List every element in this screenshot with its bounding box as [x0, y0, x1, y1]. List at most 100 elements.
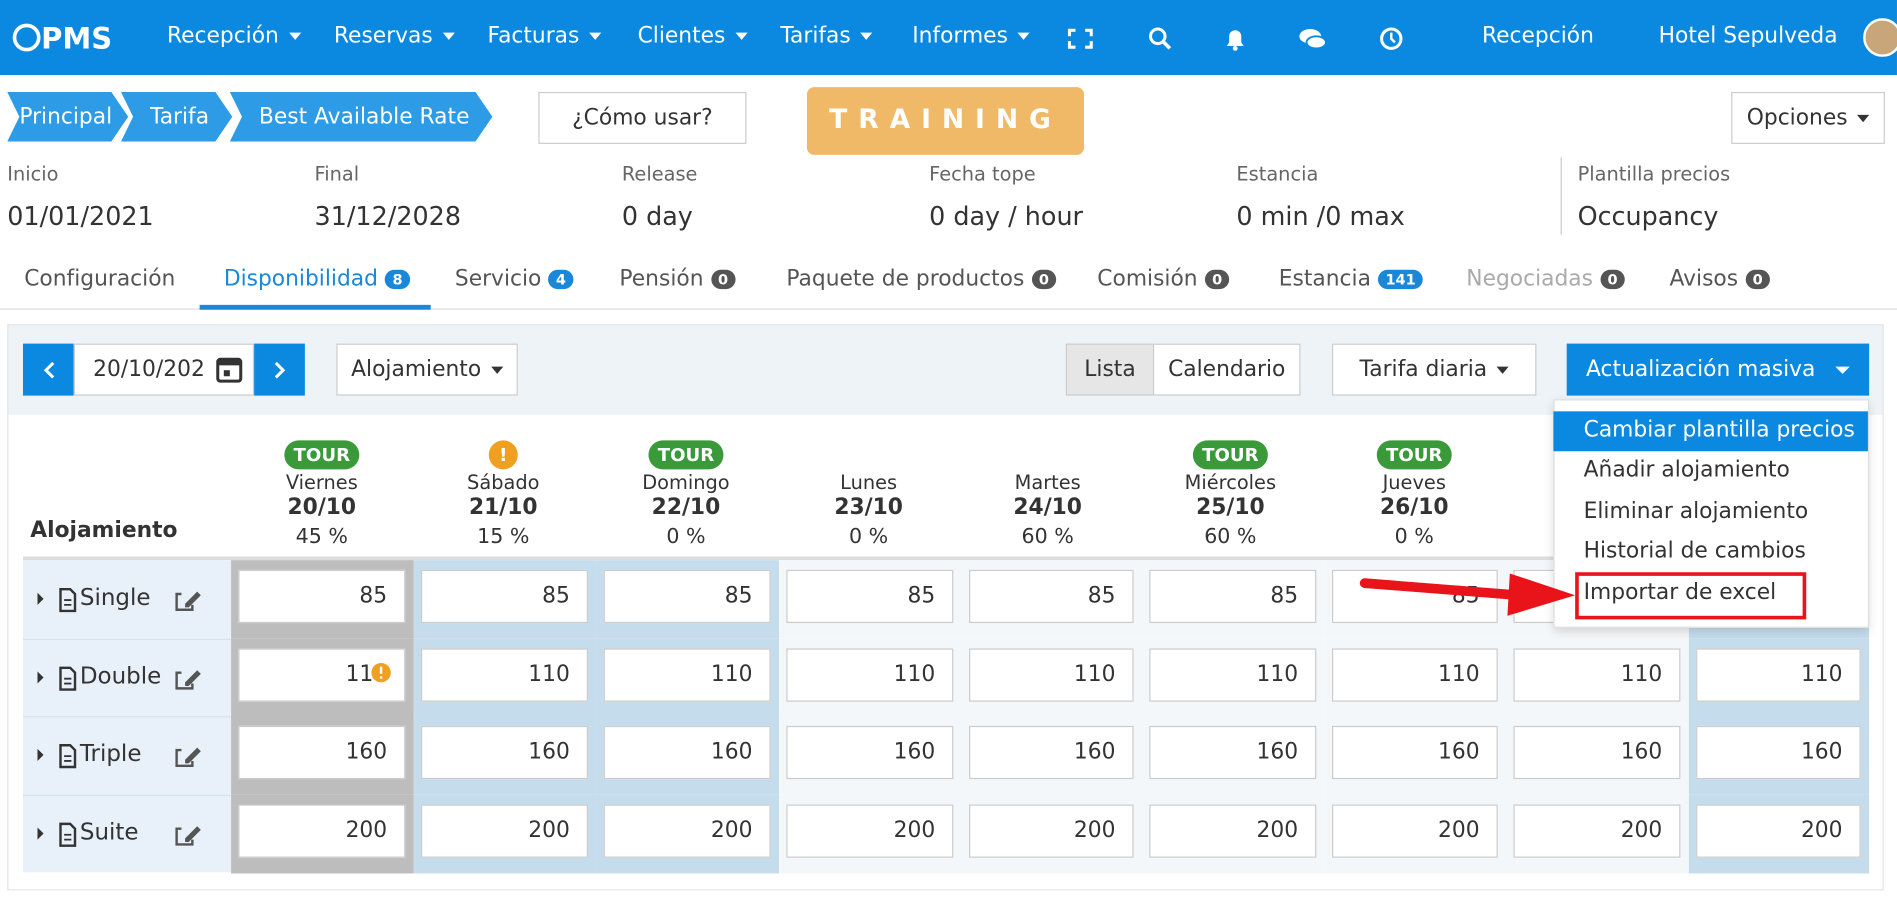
price-input[interactable]: 110	[1696, 648, 1861, 701]
help-text[interactable]: ¿Cómo usar?	[572, 105, 713, 130]
nav-menu-item[interactable]: Informes	[912, 23, 1030, 48]
price-input[interactable]: 160	[786, 726, 953, 779]
price-input[interactable]: 200	[421, 804, 588, 857]
price-input[interactable]: 160	[1332, 726, 1498, 779]
price-input[interactable]: 85	[969, 570, 1134, 623]
highlight-box	[1575, 572, 1806, 619]
price-input[interactable]: 85	[1149, 570, 1316, 623]
tab[interactable]: Estancia 141	[1279, 266, 1423, 291]
price-input[interactable]: 160	[604, 726, 771, 779]
tab-label[interactable]: Negociadas	[1466, 266, 1593, 291]
price-input[interactable]: 200	[238, 804, 405, 857]
row-icons[interactable]	[34, 743, 209, 770]
nav-menu-item[interactable]: Facturas	[488, 23, 602, 48]
tab-label[interactable]: Pensión	[619, 266, 703, 291]
logo: PMS	[10, 19, 131, 58]
row-line	[23, 638, 231, 639]
price-input[interactable]: 160	[421, 726, 588, 779]
price-input[interactable]: 200	[1513, 804, 1680, 857]
day-date: 26/10	[1330, 495, 1499, 520]
bulk-menu-item[interactable]: Historial de cambios	[1584, 538, 1806, 563]
nav-menu-item[interactable]: Recepción	[167, 23, 301, 48]
tab-count[interactable]: 0	[1600, 270, 1625, 289]
price-input[interactable]: 110	[1149, 648, 1316, 701]
price-input[interactable]: 110	[1332, 648, 1498, 701]
avatar[interactable]	[1863, 18, 1897, 57]
tab-count[interactable]: 0	[1032, 270, 1057, 289]
tab-count[interactable]: 4	[549, 270, 574, 289]
price-input[interactable]: 200	[786, 804, 953, 857]
price-input[interactable]: 110	[421, 648, 588, 701]
info-value: Occupancy	[1578, 202, 1719, 231]
price-input[interactable]: 160	[1149, 726, 1316, 779]
price-input[interactable]: 200	[1332, 804, 1498, 857]
price-input[interactable]: 85	[238, 570, 405, 623]
options-button[interactable]: Opciones	[1731, 92, 1885, 144]
tab[interactable]: Comisión 0	[1097, 266, 1229, 291]
breadcrumb-item[interactable]: Principal	[7, 92, 128, 142]
tab[interactable]: Servicio 4	[455, 266, 573, 291]
price-input[interactable]: 110	[969, 648, 1134, 701]
day-date: 20/10	[237, 495, 406, 520]
price-input[interactable]: 200	[1696, 804, 1861, 857]
annotation-arrow	[1355, 563, 1579, 617]
price-input[interactable]: 200	[1149, 804, 1316, 857]
nav-menu-item[interactable]: Clientes	[638, 23, 748, 48]
row-icons[interactable]	[34, 587, 209, 614]
nav-menu-item[interactable]: Tarifas	[780, 23, 872, 48]
tab[interactable]: Pensión 0	[619, 266, 735, 291]
day-tag: TOUR	[284, 440, 359, 469]
day-weekday: Lunes	[784, 471, 953, 494]
grid-header-title: Alojamiento	[30, 518, 177, 543]
row-icons[interactable]	[34, 821, 209, 848]
tab-count[interactable]: 0	[1205, 270, 1230, 289]
price-input[interactable]: 110	[604, 648, 771, 701]
nav-hotel[interactable]: Hotel Sepulveda	[1659, 23, 1838, 48]
tab[interactable]: Paquete de productos 0	[786, 266, 1056, 291]
tab-count[interactable]: 0	[711, 270, 736, 289]
price-input[interactable]: 110	[786, 648, 953, 701]
price-input[interactable]: 200	[604, 804, 771, 857]
tab-label[interactable]: Paquete de productos	[786, 266, 1024, 291]
price-input[interactable]: 160	[1513, 726, 1680, 779]
day-date: 25/10	[1146, 495, 1315, 520]
breadcrumb-item[interactable]: Best Available Rate	[230, 92, 493, 142]
tab-count[interactable]: 141	[1378, 270, 1423, 289]
tab-count[interactable]: 0	[1745, 270, 1770, 289]
day-occupancy: 0 %	[601, 525, 770, 549]
bulk-menu-item[interactable]: Cambiar plantilla precios	[1584, 417, 1855, 442]
help-button[interactable]: ¿Cómo usar?	[538, 92, 746, 144]
tab-label[interactable]: Configuración	[24, 266, 175, 291]
tab[interactable]: Disponibilidad 8	[224, 266, 410, 291]
tab[interactable]: Avisos 0	[1670, 266, 1770, 291]
nav-menu-item[interactable]: Reservas	[334, 23, 455, 48]
day-occupancy: 60 %	[963, 525, 1132, 549]
tab-label[interactable]: Disponibilidad	[224, 266, 378, 291]
bulk-menu-item[interactable]: Añadir alojamiento	[1584, 457, 1790, 482]
price-input[interactable]: 85	[786, 570, 953, 623]
tab[interactable]: Configuración	[24, 266, 175, 291]
tab-label[interactable]: Estancia	[1279, 266, 1371, 291]
price-input[interactable]: 160	[1696, 726, 1861, 779]
price-input[interactable]: 160	[969, 726, 1134, 779]
price-input[interactable]: 110	[1513, 648, 1680, 701]
options-text[interactable]: Opciones	[1747, 105, 1848, 130]
row-icons[interactable]	[34, 665, 209, 692]
breadcrumb-item[interactable]: Tarifa	[121, 92, 232, 142]
price-input[interactable]: 200	[969, 804, 1134, 857]
info-value: 01/01/2021	[7, 202, 153, 231]
price-input[interactable]: 160	[238, 726, 405, 779]
day-date: 24/10	[963, 495, 1132, 520]
tab-count[interactable]: 8	[385, 270, 410, 289]
tab-label[interactable]: Comisión	[1097, 266, 1197, 291]
price-input[interactable]: 85	[421, 570, 588, 623]
tab[interactable]: Negociadas 0	[1466, 266, 1625, 291]
bulk-menu-item[interactable]: Eliminar alojamiento	[1584, 498, 1809, 523]
price-input[interactable]: 85	[604, 570, 771, 623]
nav-icons	[1065, 22, 1416, 56]
tab-label[interactable]: Servicio	[455, 266, 541, 291]
tab-label[interactable]: Avisos	[1670, 266, 1739, 291]
toolbar-icons	[0, 344, 1897, 397]
nav-reception[interactable]: Recepción	[1482, 23, 1594, 48]
